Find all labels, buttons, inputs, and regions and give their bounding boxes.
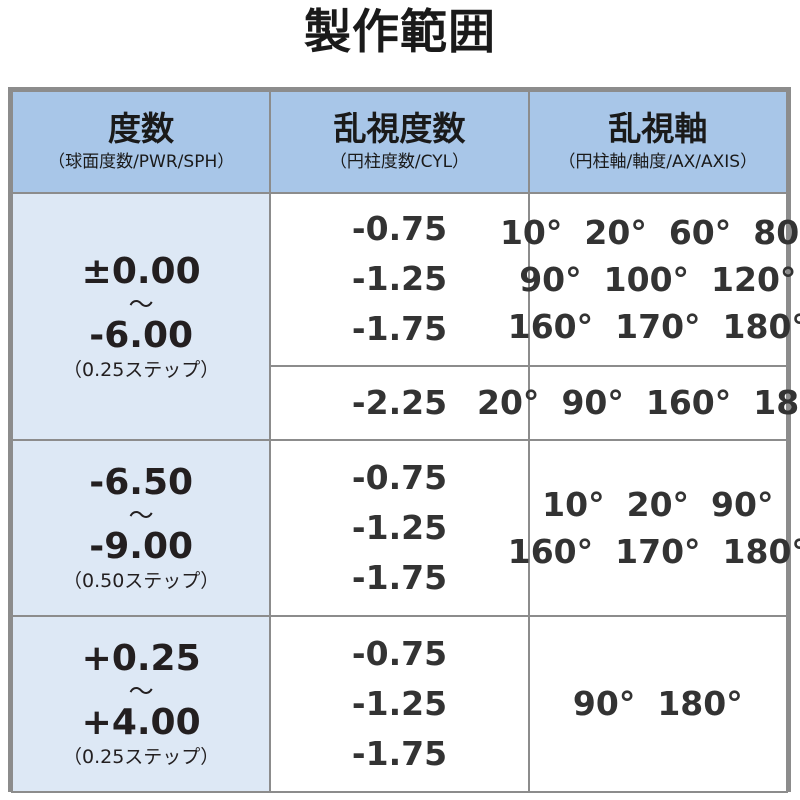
power-range-from: ±0.00 [81, 250, 201, 292]
axis-value-line: 10° 20° 90° [531, 481, 784, 528]
power-range-cell: -6.50 〜 -9.00 （0.50ステップ） [10, 439, 272, 618]
table-body: ±0.00 〜 -6.00 （0.25ステップ） -0.75 -1.25 -1.75 10° 2… [10, 191, 800, 793]
cylinder-value: -0.75 [351, 634, 448, 673]
axis-value-line: 160° 170° 180° [497, 303, 800, 350]
axis-value: 90° [561, 383, 624, 423]
axis-value-line: 10° 20° 60° 80° [489, 209, 800, 256]
axis-value: 90° [572, 684, 636, 723]
power-range-step: （0.25ステップ） [63, 358, 220, 381]
cylinder-value: -1.75 [351, 309, 448, 349]
axis-values-cell: 10° 20° 60° 80° 90° 100° 120° 160° 170° 180° [500, 192, 800, 367]
table-row: +0.25 〜 +4.00 （0.25ステップ） -0.75 -1.25 -1.75 90° 1… [10, 615, 789, 793]
cylinder-value: -1.25 [351, 259, 448, 299]
table-header: 度数 （球面度数/PWR/SPH） 乱視度数 （円柱度数/CYL） 乱視軸 （円… [10, 90, 789, 194]
cylinder-value: -1.75 [351, 558, 448, 598]
axis-value: 160° [645, 383, 732, 423]
cylinder-value: -1.75 [351, 734, 448, 773]
axis-values-cell: 10° 20° 90° 160° 170° 180° [508, 439, 800, 618]
column-header-axis-title: 乱視軸 [608, 109, 708, 148]
cylinder-values-cell: -2.25 [269, 364, 530, 442]
axis-value: 20° [477, 383, 540, 423]
power-range-separator: 〜 [128, 677, 154, 706]
column-header-axis-subtitle: （円柱軸/軸度/AX/AXIS） [558, 152, 758, 172]
axis-value: 10° [542, 485, 605, 525]
axis-value-line: 160° 170° 180° [497, 528, 800, 575]
axis-values-cell: 90° 180° [527, 615, 789, 793]
axis-value: 80° [753, 212, 800, 252]
axis-value: 90° [711, 485, 774, 525]
power-range-separator: 〜 [128, 289, 154, 319]
power-range-cell: +0.25 〜 +4.00 （0.25ステップ） [10, 615, 272, 793]
axis-values-cell: 20° 90° 160° 180° [477, 364, 800, 442]
axis-value: 60° [668, 212, 732, 252]
axis-value: 20° [626, 485, 690, 525]
axis-value: 90° [519, 259, 582, 299]
power-range-step: （0.25ステップ） [63, 746, 220, 768]
cylinder-values-cell: -0.75 -1.25 -1.75 [269, 192, 530, 367]
column-header-cylinder-subtitle: （円柱度数/CYL） [329, 152, 470, 172]
axis-value-line: 90° 100° 120° [508, 256, 800, 303]
axis-value: 180° [753, 383, 800, 423]
page-title: 製作範囲 [304, 5, 496, 60]
spec-table: 度数 （球面度数/PWR/SPH） 乱視度数 （円柱度数/CYL） 乱視軸 （円… [10, 90, 800, 793]
column-header-cylinder-title: 乱視度数 [333, 109, 466, 148]
axis-value: 120° [711, 259, 797, 299]
cylinder-value: -2.25 [351, 383, 448, 423]
axis-value: 160° [507, 532, 594, 572]
header-row: 度数 （球面度数/PWR/SPH） 乱視度数 （円柱度数/CYL） 乱視軸 （円… [10, 90, 789, 194]
axis-value: 100° [603, 259, 690, 299]
axis-value-line: 90° 180° [562, 684, 754, 724]
axis-value: 170° [615, 306, 701, 346]
power-range-separator: 〜 [128, 501, 154, 531]
axis-value: 180° [722, 532, 800, 572]
column-header-power-title: 度数 [108, 109, 175, 148]
power-range-cell: ±0.00 〜 -6.00 （0.25ステップ） [10, 191, 272, 442]
power-range-to: -9.00 [89, 526, 194, 568]
cylinder-value: -1.25 [351, 684, 448, 723]
cylinder-value: -1.25 [351, 508, 448, 548]
spec-table-container: 度数 （球面度数/PWR/SPH） 乱視度数 （円柱度数/CYL） 乱視軸 （円… [8, 87, 800, 793]
column-header-power: 度数 （球面度数/PWR/SPH） [10, 90, 272, 194]
column-header-axis: 乱視軸 （円柱軸/軸度/AX/AXIS） [527, 90, 789, 194]
cylinder-values-cell: -0.75 -1.25 -1.75 [269, 439, 530, 618]
power-range-to: -6.00 [89, 314, 194, 356]
axis-value: 180° [722, 306, 800, 346]
axis-value: 180° [657, 684, 743, 723]
cylinder-value: -0.75 [351, 458, 448, 498]
table-row: -2.25 20° 90° 160° 180° [12, 364, 800, 442]
column-header-power-subtitle: （球面度数/PWR/SPH） [48, 152, 235, 172]
power-range-to: +4.00 [81, 702, 201, 743]
axis-value: 10° [499, 212, 563, 252]
cylinder-values-cell: -0.75 -1.25 -1.75 [269, 615, 530, 793]
axis-value-line: 20° 90° 160° 180° [466, 383, 800, 423]
axis-value: 160° [507, 306, 594, 346]
table-row: ±0.00 〜 -6.00 （0.25ステップ） -0.75 -1.25 -1.75 10° 2… [10, 191, 800, 442]
axis-value: 20° [584, 212, 647, 252]
power-range-from: -6.50 [89, 462, 194, 504]
power-range-step: （0.50ステップ） [63, 570, 220, 593]
power-range-from: +0.25 [81, 638, 201, 679]
column-header-cylinder: 乱視度数 （円柱度数/CYL） [269, 90, 530, 194]
table-row: -6.50 〜 -9.00 （0.50ステップ） -0.75 -1.25 -1.75 10° 2… [10, 439, 800, 618]
cylinder-value: -0.75 [351, 209, 448, 249]
axis-value: 170° [615, 532, 701, 572]
